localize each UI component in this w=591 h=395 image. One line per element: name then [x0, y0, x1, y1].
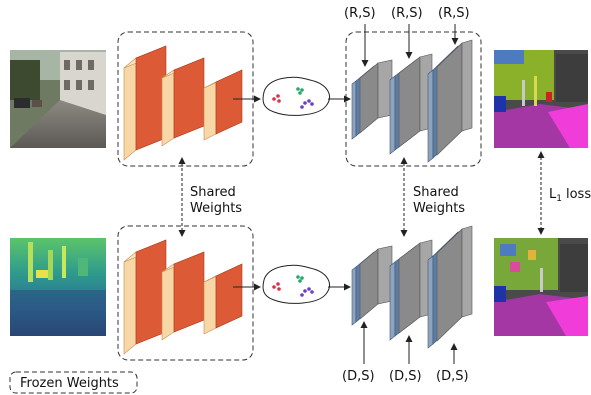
ds-label-1: (D,S): [342, 369, 375, 384]
shared-weights-label-encoder-line1: Shared: [190, 185, 236, 200]
rs-label-1: (R,S): [344, 6, 376, 21]
l1-loss-label: L1 loss: [549, 187, 591, 204]
embedding-space-top: [262, 76, 330, 116]
rgb-input-image: [10, 50, 106, 148]
decoder-top: [351, 39, 473, 163]
shared-weights-label-decoder-line2: Weights: [413, 201, 465, 216]
shared-weights-label-decoder-line1: Shared: [413, 185, 459, 200]
l1-loss-word: loss: [566, 187, 591, 202]
shared-weights-label-encoder-line2: Weights: [190, 201, 242, 216]
l1-loss-subscript: 1: [556, 194, 562, 204]
depth-input-image: [10, 238, 106, 336]
frozen-box-top-decoder: [345, 31, 482, 167]
frozen-box-bottom-encoder: [117, 225, 254, 361]
legend-frozen-weights-label: Frozen Weights: [20, 376, 119, 391]
ds-label-2: (D,S): [389, 369, 422, 384]
decoder-bottom: [351, 225, 473, 349]
ds-label-3: (D,S): [436, 369, 469, 384]
rs-label-3: (R,S): [438, 6, 470, 21]
segmentation-output-top: [494, 50, 588, 148]
encoder-bottom: [123, 239, 243, 355]
embedding-space-bottom: [262, 264, 330, 304]
legend-frozen-weights-box: [9, 371, 138, 394]
l1-loss-L: L: [549, 187, 557, 202]
rs-label-2: (R,S): [391, 6, 423, 21]
segmentation-output-bottom: [494, 238, 588, 336]
encoder-top: [123, 45, 243, 161]
